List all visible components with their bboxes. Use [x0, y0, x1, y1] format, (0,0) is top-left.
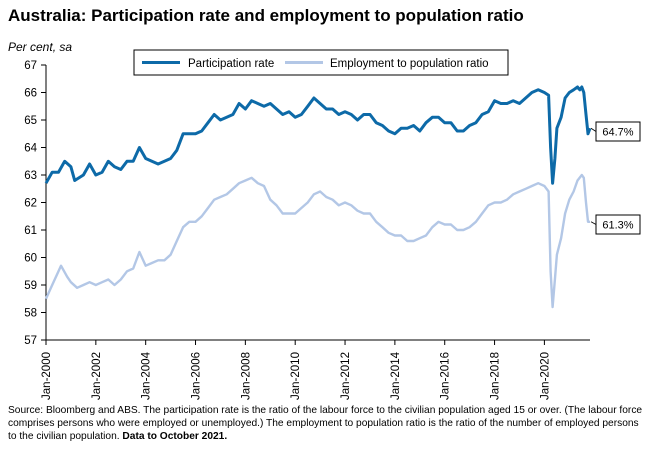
source-text: Source: Bloomberg and ABS. The participa… [8, 405, 643, 442]
y-tick-label: 64 [24, 143, 37, 155]
y-axis: 57 58 59 60 61 62 63 64 65 66 67 [24, 60, 47, 347]
data-date-note: Data to October 2021. [122, 431, 228, 442]
y-tick-label: 62 [24, 198, 37, 210]
y-tick-label: 59 [24, 280, 37, 292]
y-tick-label: 57 [24, 335, 37, 347]
y-tick-label: 65 [24, 115, 37, 127]
x-tick-label: Jan-2018 [490, 352, 502, 400]
end-labels: 64.7% 61.3% [590, 121, 641, 235]
y-tick-label: 60 [24, 253, 37, 265]
x-axis: Jan-2000 Jan-2002 Jan-2004 Jan-2006 Jan-2008… [41, 339, 590, 400]
callout-box [595, 214, 641, 235]
x-tick-label: Jan-2012 [340, 352, 352, 400]
end-value-label: 61.3% [602, 220, 633, 232]
callout-leader [590, 127, 597, 132]
x-tick-label: Jan-2006 [191, 352, 203, 400]
y-tick-label: 67 [24, 60, 37, 72]
series-group [44, 85, 592, 309]
legend-label: Participation rate [188, 58, 274, 70]
y-tick-label: 66 [24, 88, 37, 100]
chart-title: Australia: Participation rate and employ… [8, 6, 524, 25]
callout-box [595, 121, 641, 142]
y-axis-unit-label: Per cent, sa [8, 40, 73, 54]
series-line-participation-rate [44, 85, 592, 185]
y-tick-label: 63 [24, 170, 37, 182]
source-note: Source: Bloomberg and ABS. The participa… [8, 404, 644, 443]
end-value-label: 64.7% [602, 127, 633, 139]
x-tick-label: Jan-2014 [390, 351, 402, 400]
legend: Participation rate Employment to populati… [133, 49, 509, 76]
series-line-employment-to-population [44, 173, 590, 309]
y-tick-label: 58 [24, 308, 37, 320]
x-tick-label: Jan-2016 [440, 352, 452, 400]
x-tick-label: Jan-2002 [91, 352, 103, 400]
x-tick-label: Jan-2004 [141, 351, 153, 400]
x-tick-label: Jan-2008 [240, 352, 252, 400]
x-tick-label: Jan-2000 [41, 352, 53, 400]
x-tick-label: Jan-2020 [539, 352, 551, 400]
callout-leader [590, 221, 597, 225]
x-tick-label: Jan-2010 [290, 352, 302, 400]
y-tick-label: 61 [24, 225, 37, 237]
legend-label: Employment to population ratio [330, 58, 489, 70]
